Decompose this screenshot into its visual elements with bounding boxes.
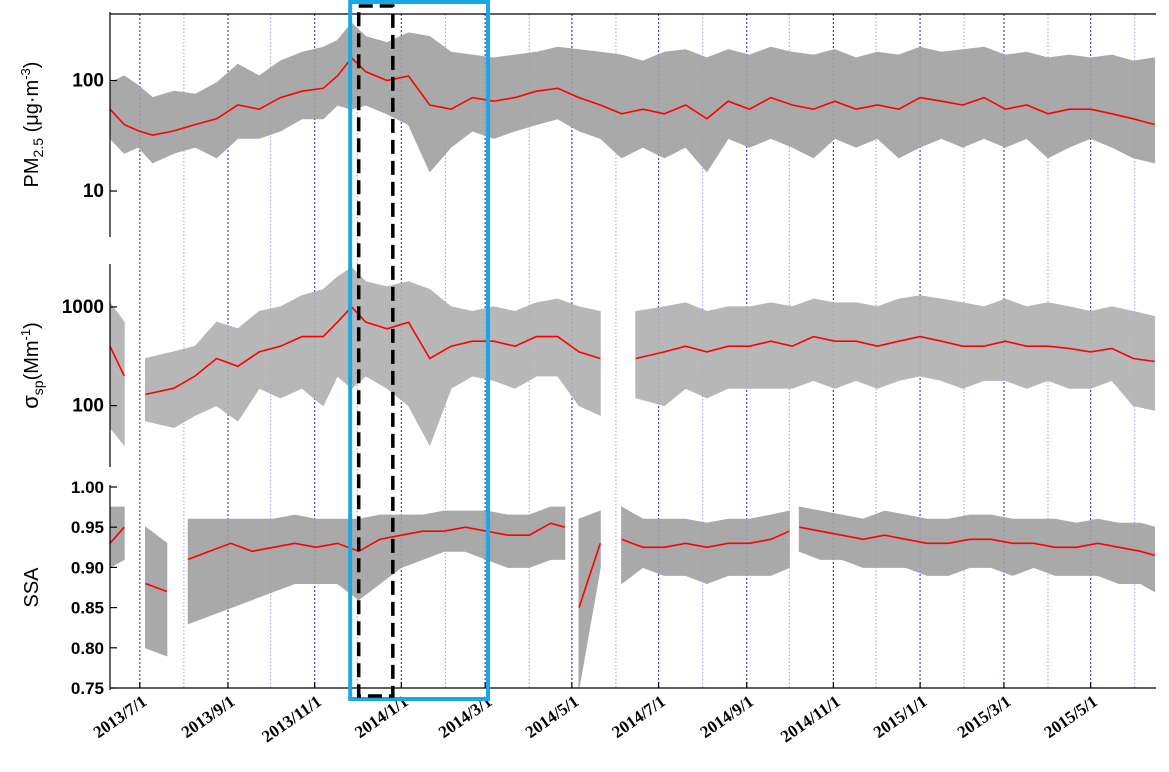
ssa-mean-line	[109, 526, 125, 544]
x-tick-label: 2014/5/1	[522, 692, 582, 742]
ssa-ytick-label: 0.75	[71, 679, 104, 698]
scattering-panel: 100 1000 σsp(Mm-1)	[18, 267, 1156, 447]
x-tick-label: 2013/7/1	[90, 692, 150, 742]
x-tick-label: 2014/11/1	[777, 692, 844, 747]
ssa-ytick-label: 1.00	[71, 478, 104, 497]
ssa-mean-line	[578, 543, 602, 608]
scattering-mean-line	[635, 335, 1155, 363]
x-axis-ticks: 2013/7/1 2013/9/1 2013/11/1 2014/1/1 2014/3/…	[90, 682, 1101, 746]
ssa-mean-line	[145, 582, 168, 593]
ssa-ytick-label: 0.90	[71, 558, 104, 577]
highlight-boxes	[348, 0, 491, 701]
pm25-ytick-label: 100	[72, 71, 104, 92]
ssa-mean-line	[621, 530, 790, 549]
scattering-range-band	[109, 301, 125, 447]
ssa-ytick-label: 0.95	[71, 518, 104, 537]
pm25-axis-title: PM2.5 (μg·m-3)	[18, 62, 46, 188]
x-tick-label: 2014/7/1	[608, 692, 668, 742]
x-tick-label: 2015/3/1	[954, 692, 1014, 742]
ssa-ytick-label: 0.80	[71, 639, 104, 658]
pm25-mean-line	[109, 56, 1155, 137]
x-tick-label: 2013/9/1	[178, 692, 238, 742]
x-tick-label: 2013/11/1	[258, 692, 325, 747]
x-tick-label: 2015/5/1	[1041, 692, 1101, 742]
axes	[109, 12, 1156, 690]
ssa-range-band	[109, 506, 125, 569]
scattering-range-band	[145, 267, 601, 447]
x-tick-label: 2015/1/1	[870, 692, 930, 742]
ssa-range-band	[187, 506, 566, 625]
ssa-ytick-label: 0.85	[71, 599, 104, 618]
pm25-panel: 10 100 PM2.5 (μg·m-3)	[18, 22, 1156, 202]
scattering-range-band	[635, 295, 1156, 411]
scattering-mean-line	[145, 305, 601, 396]
pm25-ytick-label: 10	[83, 181, 104, 202]
ssa-panel: 0.75 0.80 0.85 0.90 0.95 1.00 SSA	[21, 478, 1156, 698]
scattering-ytick-label: 100	[72, 396, 104, 417]
ssa-range-band	[621, 506, 790, 585]
pm25-range-band	[109, 22, 1156, 173]
ssa-axis-title: SSA	[21, 567, 43, 608]
episode-highlight-box	[356, 4, 395, 698]
x-tick-label: 2014/9/1	[697, 692, 757, 742]
ssa-range-band	[145, 526, 168, 657]
scattering-ytick-label: 1000	[62, 297, 104, 318]
ssa-mean-line	[187, 522, 566, 561]
ssa-range-band	[798, 506, 1156, 593]
scattering-axis-title: σsp(Mm-1)	[18, 322, 46, 409]
period-highlight-box	[348, 0, 491, 701]
ssa-range-band	[578, 510, 601, 689]
scattering-mean-line	[109, 345, 125, 377]
ssa-mean-line	[799, 526, 1155, 557]
